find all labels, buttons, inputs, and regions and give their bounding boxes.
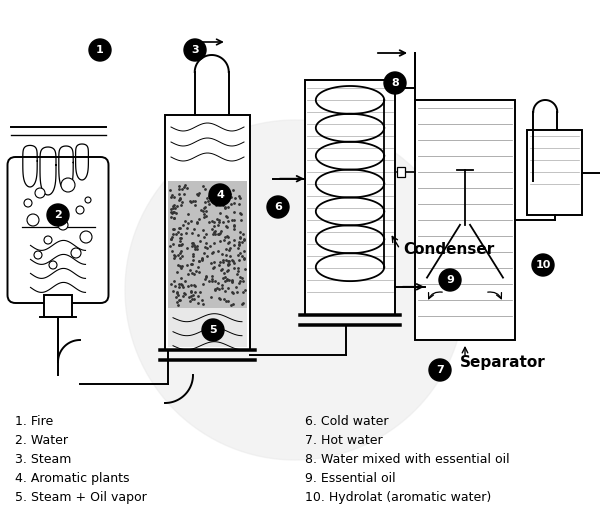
Circle shape xyxy=(34,251,42,259)
Circle shape xyxy=(80,231,92,243)
Bar xyxy=(527,130,582,215)
Circle shape xyxy=(49,261,57,269)
Text: 4: 4 xyxy=(216,190,224,200)
Text: 9: 9 xyxy=(446,275,454,285)
Circle shape xyxy=(429,359,451,381)
Circle shape xyxy=(61,178,75,192)
Circle shape xyxy=(439,269,461,291)
Text: 8. Water mixed with essential oil: 8. Water mixed with essential oil xyxy=(305,453,509,466)
Text: 8: 8 xyxy=(391,78,399,88)
Circle shape xyxy=(85,197,91,203)
Text: Separator: Separator xyxy=(460,355,546,370)
Text: 5: 5 xyxy=(209,325,217,335)
Text: 5. Steam + Oil vapor: 5. Steam + Oil vapor xyxy=(15,491,147,504)
Text: 3. Steam: 3. Steam xyxy=(15,453,71,466)
Circle shape xyxy=(532,254,554,276)
Bar xyxy=(305,80,395,315)
FancyBboxPatch shape xyxy=(7,157,109,303)
Bar xyxy=(44,295,72,317)
Text: Condenser: Condenser xyxy=(403,242,494,257)
Circle shape xyxy=(89,39,111,61)
Circle shape xyxy=(125,120,465,460)
Text: 6: 6 xyxy=(274,202,282,212)
Circle shape xyxy=(58,220,68,230)
Circle shape xyxy=(184,39,206,61)
Circle shape xyxy=(47,204,69,226)
Text: 6. Cold water: 6. Cold water xyxy=(305,415,389,428)
Bar xyxy=(165,115,250,350)
Text: 2. Water: 2. Water xyxy=(15,434,68,447)
Circle shape xyxy=(209,184,231,206)
Circle shape xyxy=(24,199,32,207)
Circle shape xyxy=(35,188,45,198)
Circle shape xyxy=(384,72,406,94)
Circle shape xyxy=(267,196,289,218)
Circle shape xyxy=(27,214,39,226)
Text: 9. Essential oil: 9. Essential oil xyxy=(305,472,395,485)
Circle shape xyxy=(44,236,52,244)
Bar xyxy=(168,308,247,347)
Text: 2: 2 xyxy=(54,210,62,220)
Text: 7. Hot water: 7. Hot water xyxy=(305,434,383,447)
Text: 3: 3 xyxy=(191,45,199,55)
Text: 10: 10 xyxy=(535,260,551,270)
Circle shape xyxy=(71,248,81,258)
Circle shape xyxy=(76,206,84,214)
Bar xyxy=(168,181,247,308)
Text: 10. Hydrolat (aromatic water): 10. Hydrolat (aromatic water) xyxy=(305,491,491,504)
Text: 1. Fire: 1. Fire xyxy=(15,415,53,428)
Circle shape xyxy=(202,319,224,341)
Text: 1: 1 xyxy=(96,45,104,55)
Bar xyxy=(397,167,405,177)
Text: 7: 7 xyxy=(436,365,444,375)
Text: 4. Aromatic plants: 4. Aromatic plants xyxy=(15,472,130,485)
Bar xyxy=(415,100,515,340)
